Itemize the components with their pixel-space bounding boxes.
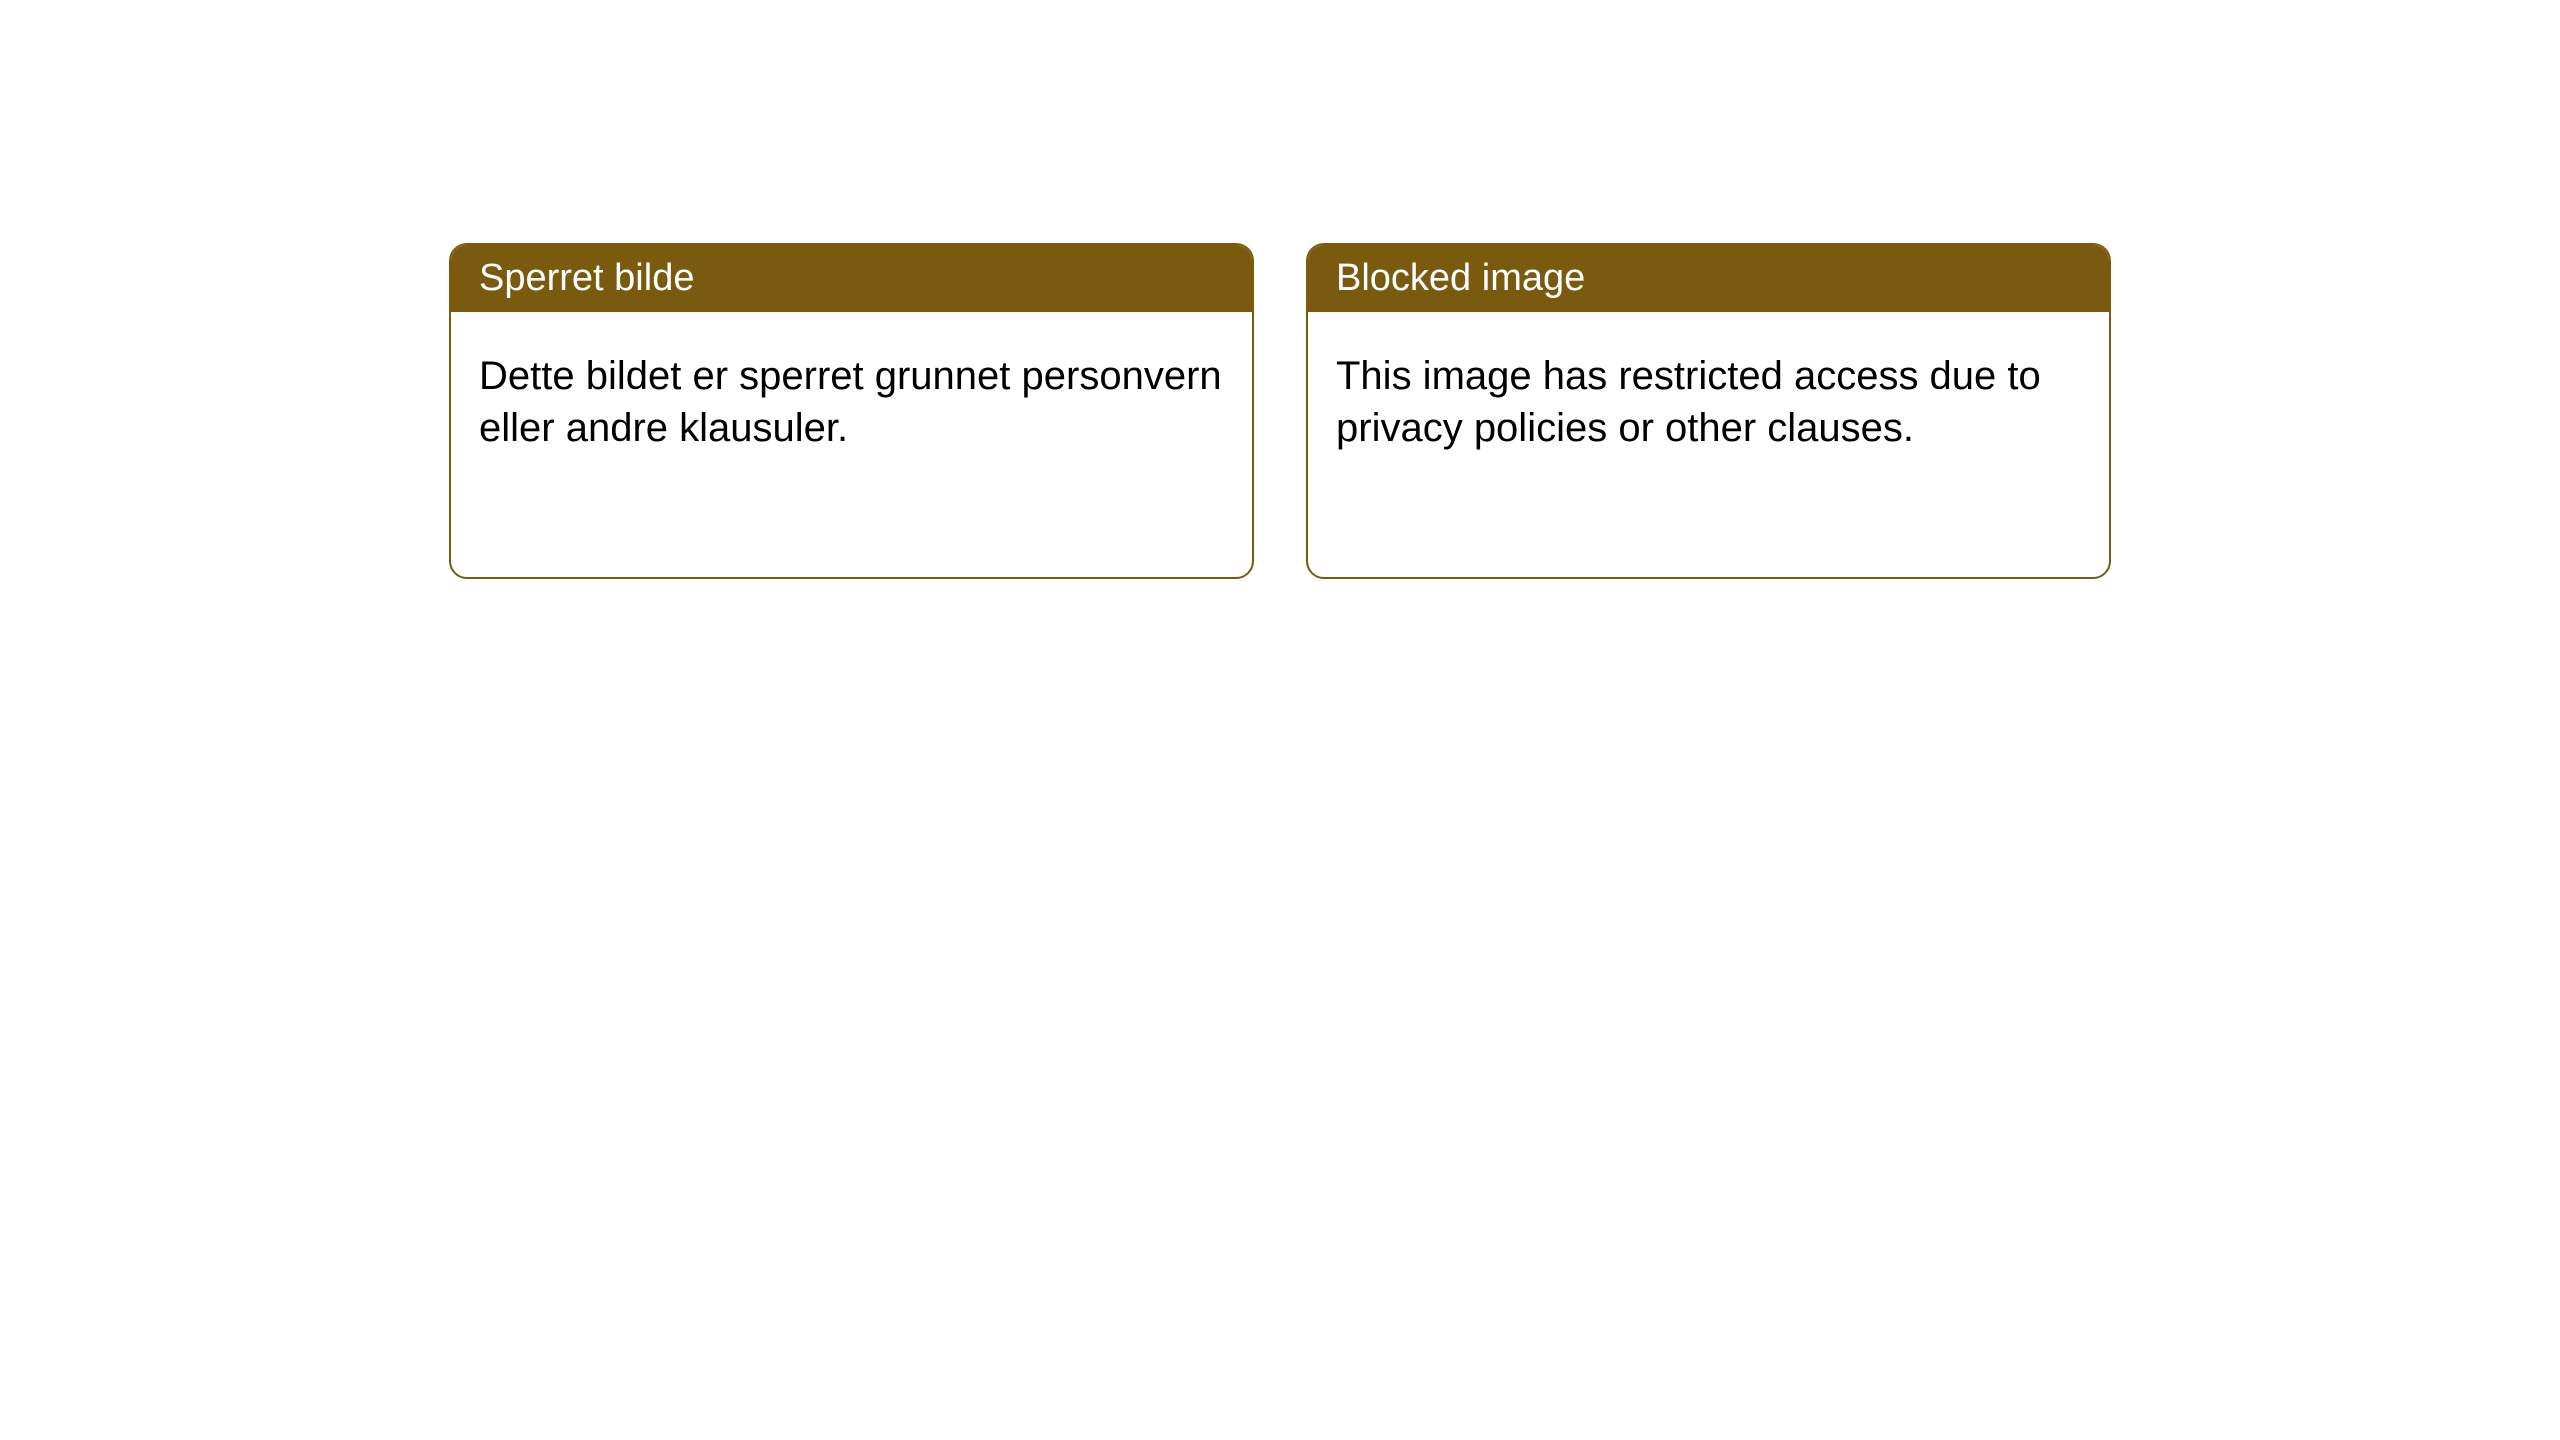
notice-text: Dette bildet er sperret grunnet personve…	[479, 354, 1222, 450]
notice-title: Blocked image	[1336, 257, 1585, 299]
notice-body: Dette bildet er sperret grunnet personve…	[451, 312, 1252, 492]
notice-body: This image has restricted access due to …	[1308, 312, 2109, 492]
notice-box-norwegian: Sperret bilde Dette bildet er sperret gr…	[449, 243, 1254, 579]
notice-text: This image has restricted access due to …	[1336, 354, 2041, 450]
notice-header: Sperret bilde	[451, 245, 1252, 312]
notice-container: Sperret bilde Dette bildet er sperret gr…	[0, 0, 2560, 579]
notice-header: Blocked image	[1308, 245, 2109, 312]
notice-box-english: Blocked image This image has restricted …	[1306, 243, 2111, 579]
notice-title: Sperret bilde	[479, 257, 694, 299]
